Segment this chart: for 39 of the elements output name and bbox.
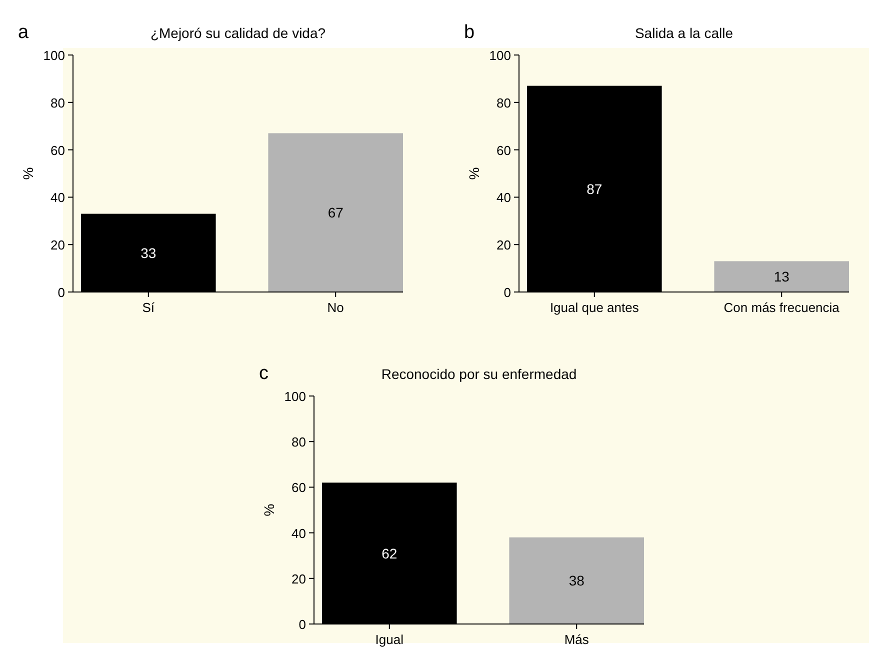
y-tick-label: 80 [50, 95, 65, 110]
y-tick-label: 60 [496, 142, 511, 158]
data-label: 87 [586, 180, 602, 197]
x-tick-label: Más [564, 632, 590, 647]
y-tick-label: 40 [496, 190, 511, 206]
data-label: 67 [328, 204, 344, 221]
data-label: 62 [382, 545, 398, 562]
text: a [18, 22, 29, 43]
y-tick-label: 0 [504, 285, 511, 300]
y-axis-title: % [20, 167, 36, 180]
y-tick-label: 20 [496, 238, 511, 253]
x-tick-label: Con más frecuencia [724, 300, 840, 315]
y-tick-label: 80 [292, 434, 306, 450]
y-tick-label: 100 [489, 48, 511, 63]
x-tick-label: Igual [375, 632, 404, 647]
x-tick-label: Sí [142, 300, 155, 315]
x-tick-label: Igual que antes [550, 300, 640, 315]
y-tick-label: 80 [496, 95, 511, 110]
y-tick-label: 100 [284, 389, 306, 404]
data-label: 38 [568, 572, 585, 589]
chart-title: Salida a la calle [634, 25, 734, 41]
chart-title: Reconocido por su enfermedad [381, 366, 577, 382]
y-tick-label: 60 [292, 480, 306, 496]
y-tick-label: 60 [50, 142, 65, 158]
y-axis-title: % [261, 504, 277, 516]
y-tick-label: 0 [58, 285, 65, 300]
x-tick-label: No [327, 300, 344, 315]
y-tick-label: 20 [50, 238, 65, 253]
y-tick-label: 20 [292, 571, 306, 586]
y-tick-label: 40 [292, 526, 306, 541]
y-tick-label: 40 [50, 190, 65, 206]
y-axis-title: % [466, 167, 482, 180]
data-label: 13 [774, 268, 790, 285]
text: b [464, 22, 475, 43]
chart-title: ¿Mejoró su calidad de vida? [150, 25, 326, 41]
data-label: 33 [140, 244, 156, 261]
text: c [259, 363, 268, 384]
y-tick-label: 100 [43, 48, 65, 63]
y-tick-label: 0 [298, 617, 306, 632]
